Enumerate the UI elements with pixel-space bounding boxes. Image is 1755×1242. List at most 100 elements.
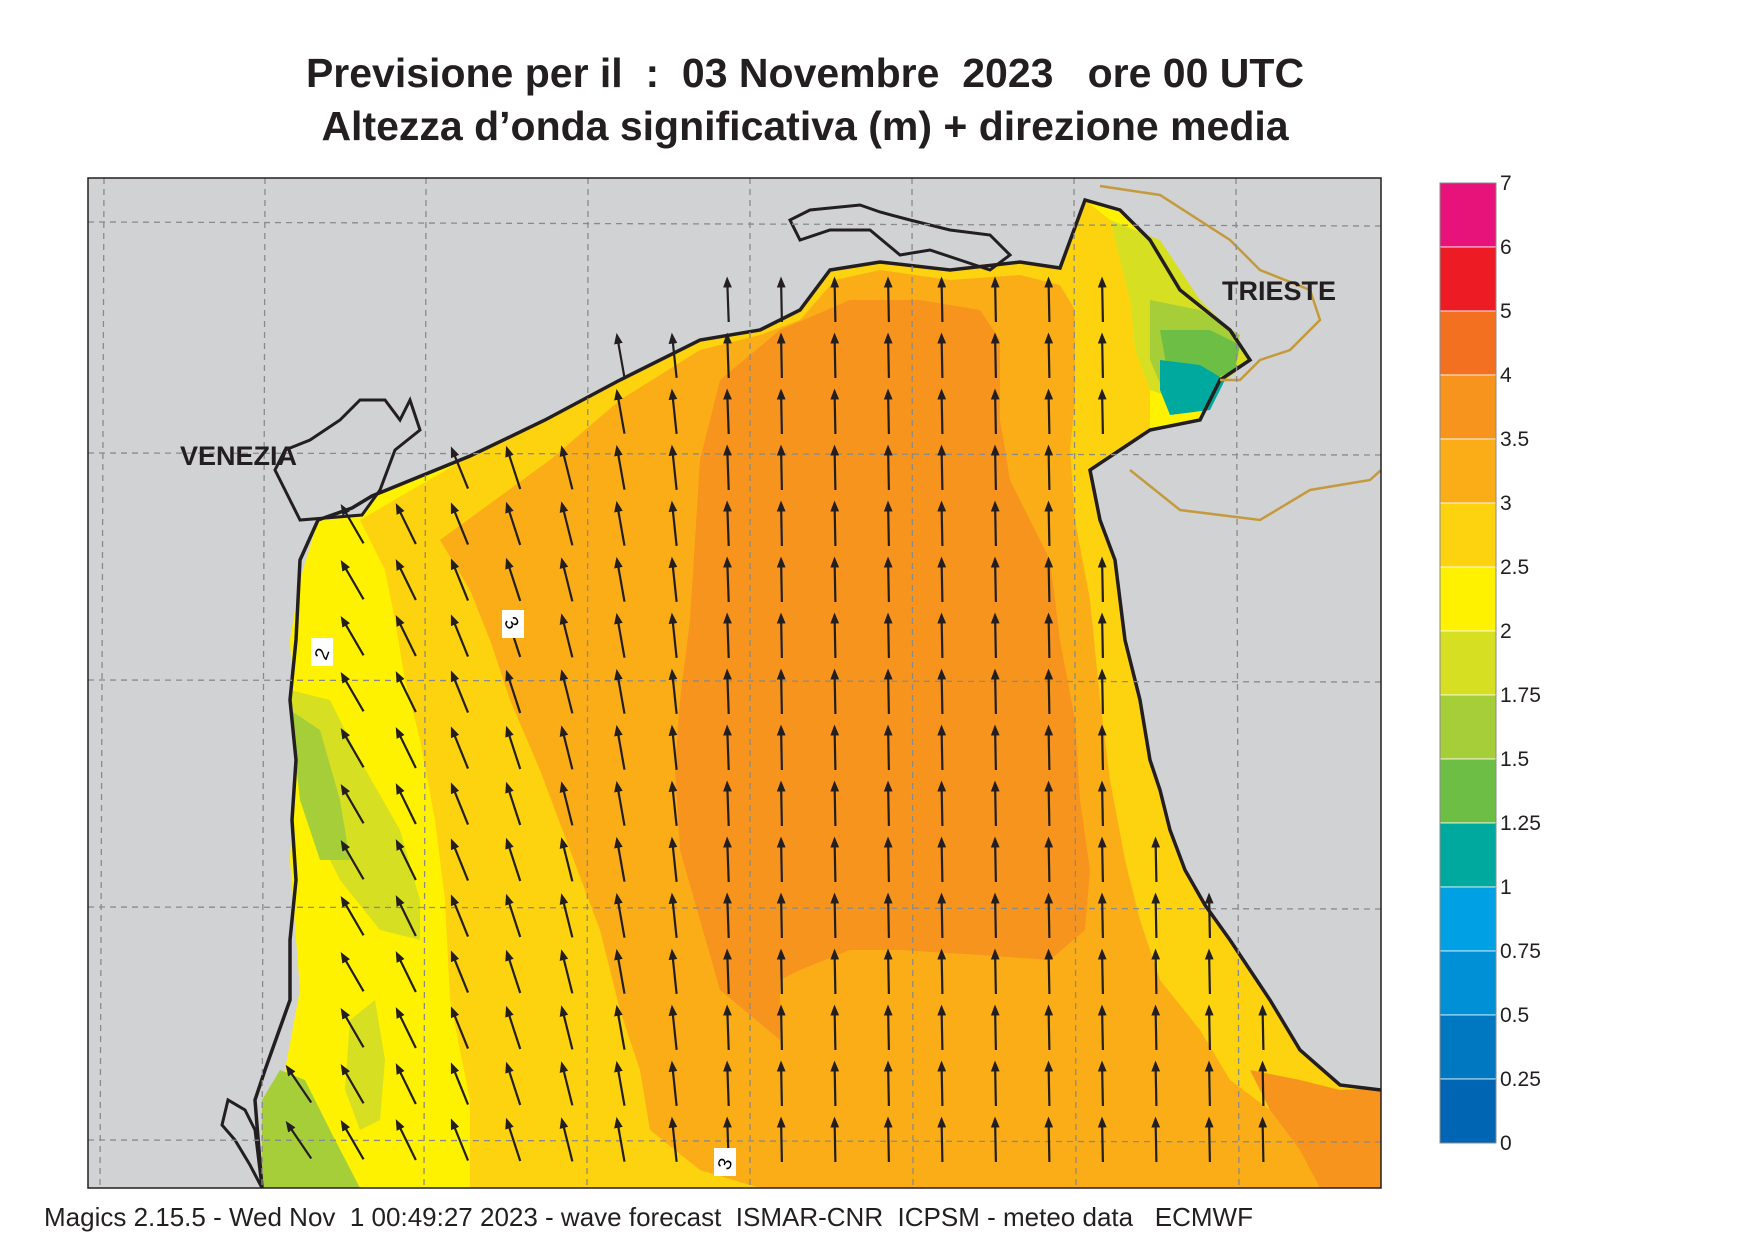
wave-arrow — [937, 836, 947, 883]
wave-arrow — [1151, 836, 1161, 883]
wave-arrow — [668, 444, 678, 491]
wave-arrow — [285, 1064, 313, 1104]
wave-arrow — [990, 332, 1000, 379]
wave-arrow — [776, 892, 786, 939]
wave-arrow — [937, 1004, 947, 1051]
legend-label: 4 — [1500, 364, 1512, 387]
wave-arrow — [830, 948, 840, 995]
wave-arrow — [1044, 724, 1054, 771]
legend-swatch — [1439, 886, 1497, 952]
legend-swatch — [1439, 438, 1497, 504]
legend-swatch — [1439, 1014, 1497, 1080]
wave-arrow — [830, 1060, 840, 1107]
wave-arrow — [830, 500, 840, 547]
wave-arrow — [668, 1116, 678, 1163]
wave-arrow — [1151, 892, 1161, 939]
wave-arrow — [340, 503, 365, 544]
wave-arrow — [883, 724, 893, 771]
wave-arrow — [505, 837, 522, 882]
wave-arrow — [830, 612, 840, 659]
wave-arrow — [450, 1006, 470, 1049]
wave-arrow — [340, 671, 365, 712]
wave-arrow — [450, 950, 470, 993]
contour-label: 2 — [311, 638, 335, 666]
contour-label: 3 — [714, 1148, 738, 1176]
wave-arrow — [776, 332, 786, 379]
wave-arrow — [614, 668, 626, 714]
wave-arrow — [723, 892, 732, 939]
wave-arrow — [340, 1007, 365, 1048]
wave-arrow — [990, 892, 1000, 939]
wave-arrow — [776, 500, 786, 547]
wave-arrow — [883, 612, 893, 659]
band-sw-15 — [262, 1070, 360, 1188]
regional-border — [1129, 469, 1381, 522]
venetian-lagoon — [273, 396, 422, 522]
wave-arrow — [883, 836, 893, 883]
place-label-trieste: TRIESTE — [1222, 276, 1336, 306]
wave-arrow — [1097, 892, 1107, 939]
legend-swatch — [1439, 566, 1497, 632]
wave-arrow — [668, 948, 678, 995]
wave-arrow — [776, 1004, 786, 1051]
wave-arrow — [990, 780, 1000, 827]
legend-label: 0 — [1500, 1132, 1512, 1155]
wave-arrow — [1151, 1060, 1161, 1107]
graticule — [88, 178, 1381, 1188]
wave-arrow — [450, 502, 470, 545]
legend-swatch — [1439, 374, 1497, 440]
wave-arrow — [614, 1004, 626, 1050]
wave-arrow — [1204, 892, 1214, 939]
wave-arrow — [395, 1063, 417, 1105]
legend-label: 7 — [1500, 172, 1512, 195]
wave-arrow — [990, 612, 1000, 659]
wave-arrow — [559, 501, 574, 546]
wave-arrow — [450, 838, 470, 881]
wave-arrow — [505, 445, 522, 490]
wave-arrow — [395, 1007, 417, 1049]
place-label-venezia: VENEZIA — [180, 441, 297, 471]
wave-arrow — [668, 892, 678, 939]
wave-arrow — [937, 276, 947, 323]
wave-arrow — [937, 1060, 947, 1107]
wave-arrow — [1044, 1060, 1054, 1107]
wave-arrow — [883, 1116, 893, 1163]
wave-arrow — [723, 388, 732, 435]
wave-arrow — [559, 837, 574, 882]
wave-arrow — [1204, 948, 1214, 995]
wave-arrow — [1097, 780, 1107, 827]
legend-swatch — [1439, 1078, 1497, 1144]
wave-arrow — [340, 839, 365, 880]
wave-arrow — [1204, 1004, 1214, 1051]
wave-arrow — [668, 780, 678, 827]
wave-arrow — [776, 388, 786, 435]
wave-arrow — [830, 724, 840, 771]
coastline — [253, 197, 1381, 1188]
wave-arrow — [1044, 388, 1054, 435]
wave-arrow — [395, 727, 417, 769]
wave-arrow — [614, 892, 626, 938]
wave-arrow — [990, 1060, 1000, 1107]
wave-arrow — [614, 948, 626, 994]
wave-arrow — [1044, 276, 1054, 323]
wave-arrow — [937, 668, 947, 715]
wave-arrow — [559, 1061, 574, 1106]
wave-arrow — [1097, 1060, 1107, 1107]
wave-arrow — [723, 948, 732, 995]
wave-arrow — [990, 1116, 1000, 1163]
wave-arrow — [395, 839, 417, 881]
legend-label: 0.25 — [1500, 1068, 1541, 1091]
wave-arrow — [1097, 1004, 1107, 1051]
wave-arrow — [776, 556, 786, 603]
wave-arrow — [830, 780, 840, 827]
wave-arrow — [883, 1060, 893, 1107]
wave-arrow — [1097, 836, 1107, 883]
wave-arrow — [1097, 612, 1107, 659]
legend-label: 3.5 — [1500, 428, 1529, 451]
wave-arrow — [723, 1004, 732, 1051]
legend-swatch — [1439, 182, 1497, 248]
wave-arrow — [1258, 1116, 1268, 1163]
wave-arrow — [450, 1062, 470, 1105]
southern-peninsula — [220, 1097, 264, 1188]
wave-arrow — [883, 556, 893, 603]
